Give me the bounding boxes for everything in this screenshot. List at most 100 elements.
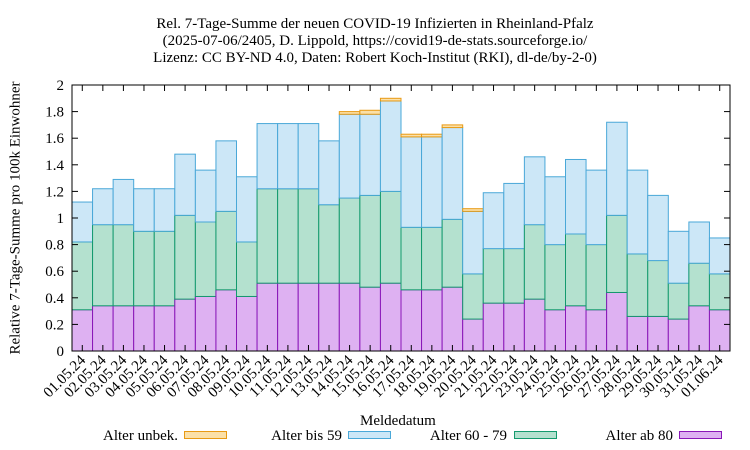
bar-segment (174, 153, 196, 216)
bar-segment (441, 218, 464, 288)
bar-segment (133, 230, 155, 307)
bar-segment (585, 309, 608, 352)
bar-segment (71, 241, 94, 311)
y-tick-label: 1.4 (45, 158, 64, 174)
bar-segment (400, 133, 423, 138)
bar-segment (379, 97, 402, 102)
y-tick-label: 1.8 (45, 105, 64, 121)
bar-segment (421, 133, 443, 138)
bar-segment (606, 214, 628, 293)
bar-segment (379, 282, 402, 352)
bar-segment (503, 182, 525, 250)
bar-segment (544, 309, 567, 352)
bar-segment (626, 253, 649, 317)
bar-segment (523, 156, 546, 226)
bar-segment (194, 221, 217, 297)
bar-segment (338, 197, 361, 284)
bar-segment (606, 121, 628, 216)
y-tick-label: 0.2 (45, 317, 64, 333)
bar-segment (133, 305, 155, 352)
bar-segment (565, 305, 587, 352)
chart-title-line-2: (2025-07-06/2405, D. Lippold, https://co… (162, 33, 588, 49)
y-tick-label: 0 (57, 344, 65, 360)
bar-segment (236, 295, 258, 352)
bar-segment (544, 244, 567, 311)
bar-segment (318, 140, 340, 206)
legend-swatch (348, 431, 391, 439)
bar-segment (647, 194, 669, 262)
bar-segment (421, 226, 443, 291)
bar-segment (92, 224, 114, 307)
bar-segment (585, 169, 608, 246)
bar-segment (400, 136, 423, 228)
bar-segment (153, 230, 176, 307)
bar-segment (277, 282, 299, 352)
chart-title-line-1: Rel. 7-Tage-Summe der neuen COVID-19 Inf… (156, 16, 594, 32)
bar-segment (277, 188, 299, 284)
bar-segment (379, 190, 402, 284)
bar-segment (256, 188, 279, 284)
bar-segment (544, 176, 567, 246)
y-tick-label: 1.2 (45, 184, 64, 200)
y-axis-label: Relative 7-Tage-Summe pro 100k Einwohner (7, 81, 24, 355)
legend-label: Alter bis 59 (271, 428, 342, 444)
bar-segment (297, 188, 320, 284)
bar-segment (482, 248, 505, 304)
bar-segment (359, 113, 381, 196)
bar-segment (441, 127, 464, 220)
bar-segment (626, 169, 649, 255)
bar-segment (482, 192, 505, 250)
bar-segment (379, 100, 402, 192)
bar-segment (400, 289, 423, 352)
bar-segment (71, 309, 94, 352)
bar-segment (482, 302, 505, 352)
bar-segment (215, 140, 238, 212)
bar-segment (215, 289, 238, 352)
bar-segment (174, 298, 196, 352)
bar-segment (441, 286, 464, 352)
bar-segment (667, 230, 690, 284)
bar-segment (338, 111, 361, 115)
bar-segment (297, 282, 320, 352)
bar-segment (112, 178, 135, 226)
y-tick-label: 1 (57, 211, 65, 227)
bar-segment (92, 305, 114, 352)
bar-segment (133, 188, 155, 232)
bar-segment (236, 176, 258, 243)
bar-segment (462, 273, 484, 320)
bar-segment (667, 282, 690, 320)
bar-segment (688, 262, 710, 307)
bar-segment (338, 113, 361, 199)
bar-segment (318, 204, 340, 284)
bar-segment (462, 208, 484, 212)
bar-segment (565, 158, 587, 235)
bar-segment (708, 237, 731, 275)
legend-swatch (679, 431, 722, 439)
bar-segment (688, 221, 710, 264)
bar-segment (359, 286, 381, 352)
bar-segment (606, 291, 628, 352)
bar-segment (236, 241, 258, 297)
bar-segment (503, 248, 525, 304)
legend-label: Alter ab 80 (605, 428, 673, 444)
bar-segment (708, 273, 731, 311)
bar-segment (708, 309, 731, 352)
bar-segment (400, 226, 423, 291)
y-tick-label: 0.8 (45, 238, 64, 254)
y-tick-label: 0.4 (45, 291, 64, 307)
bar-segment (277, 123, 299, 190)
legend-swatch (514, 431, 557, 439)
bar-segment (585, 244, 608, 311)
bar-segment (523, 224, 546, 300)
legend-swatch (184, 431, 227, 439)
bar-segment (503, 302, 525, 352)
bar-segment (421, 289, 443, 352)
bar-segment (647, 260, 669, 317)
bar-segment (359, 109, 381, 115)
bar-segment (523, 298, 546, 352)
bar-segment (153, 305, 176, 352)
chart-title-line-3: Lizenz: CC BY-ND 4.0, Daten: Robert Koch… (153, 50, 597, 66)
bar-segment (112, 305, 135, 352)
x-axis-label: Meldedatum (360, 413, 436, 429)
